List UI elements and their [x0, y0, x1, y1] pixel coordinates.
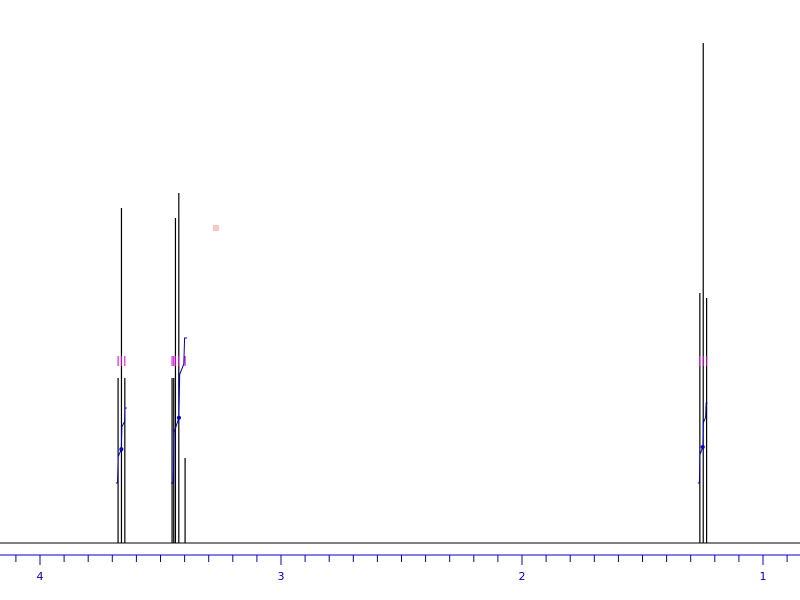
artifact-mark	[212, 225, 219, 231]
integral-curve-2	[697, 402, 708, 484]
integral-marker-1	[176, 415, 181, 420]
integral-marker-2	[700, 445, 705, 449]
x-tick-label-0: 4	[37, 570, 44, 583]
plot-area	[0, 43, 800, 544]
x-tick-label-2: 2	[519, 570, 526, 583]
integral-curve-1	[170, 337, 187, 484]
integral-marker-0	[119, 447, 124, 452]
x-tick-label-1: 3	[278, 570, 285, 583]
x-axis: 4 3 2 1	[0, 554, 800, 583]
x-tick-label-3: 1	[760, 570, 767, 583]
integral-curve-0	[115, 407, 127, 484]
